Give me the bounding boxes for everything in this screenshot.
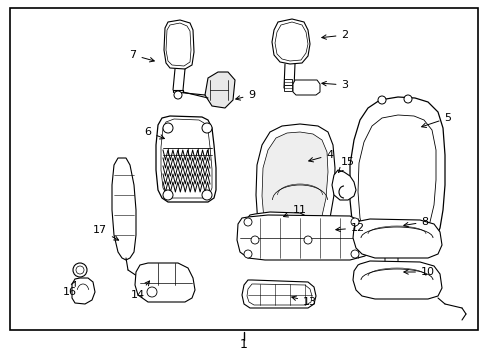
Circle shape [304,236,311,244]
Text: 7: 7 [129,50,154,62]
Text: 16: 16 [63,281,77,297]
Text: 17: 17 [93,225,119,240]
Text: 4: 4 [308,150,333,162]
Polygon shape [242,280,315,308]
Polygon shape [156,116,216,202]
Polygon shape [331,170,355,200]
Circle shape [350,250,358,258]
Polygon shape [262,132,327,238]
Bar [10,8,477,330]
Circle shape [163,123,173,133]
Polygon shape [237,215,369,260]
Polygon shape [384,248,397,265]
Polygon shape [163,20,194,69]
Polygon shape [204,72,235,108]
Circle shape [163,190,173,200]
Circle shape [350,218,358,226]
Text: 1: 1 [240,338,247,351]
Polygon shape [72,278,95,304]
Text: 14: 14 [131,281,149,300]
Polygon shape [274,22,307,61]
Text: 6: 6 [144,127,164,139]
Polygon shape [244,212,315,246]
Text: 2: 2 [321,30,348,40]
Text: 10: 10 [403,267,434,277]
Polygon shape [161,119,212,198]
Circle shape [244,250,251,258]
Polygon shape [284,79,291,85]
Polygon shape [256,124,334,244]
Polygon shape [352,219,441,258]
Circle shape [76,266,84,274]
Text: 3: 3 [321,80,348,90]
Circle shape [202,123,212,133]
Text: 8: 8 [403,217,427,227]
Polygon shape [349,97,444,252]
Circle shape [403,95,411,103]
Polygon shape [135,263,195,302]
Text: 9: 9 [235,90,255,100]
Polygon shape [284,85,291,91]
Text: 13: 13 [291,296,316,307]
Polygon shape [352,261,441,299]
Polygon shape [271,19,309,64]
Circle shape [147,287,157,297]
Polygon shape [165,23,191,66]
Circle shape [377,96,385,104]
Circle shape [174,91,182,99]
Polygon shape [246,284,311,305]
Polygon shape [357,115,435,242]
Text: 15: 15 [338,157,354,172]
Circle shape [244,218,251,226]
Circle shape [250,236,259,244]
Text: 5: 5 [421,113,450,127]
Circle shape [202,190,212,200]
Circle shape [73,263,87,277]
Polygon shape [292,80,319,95]
Polygon shape [112,158,136,260]
Text: 11: 11 [283,205,306,217]
Text: 12: 12 [335,223,365,233]
